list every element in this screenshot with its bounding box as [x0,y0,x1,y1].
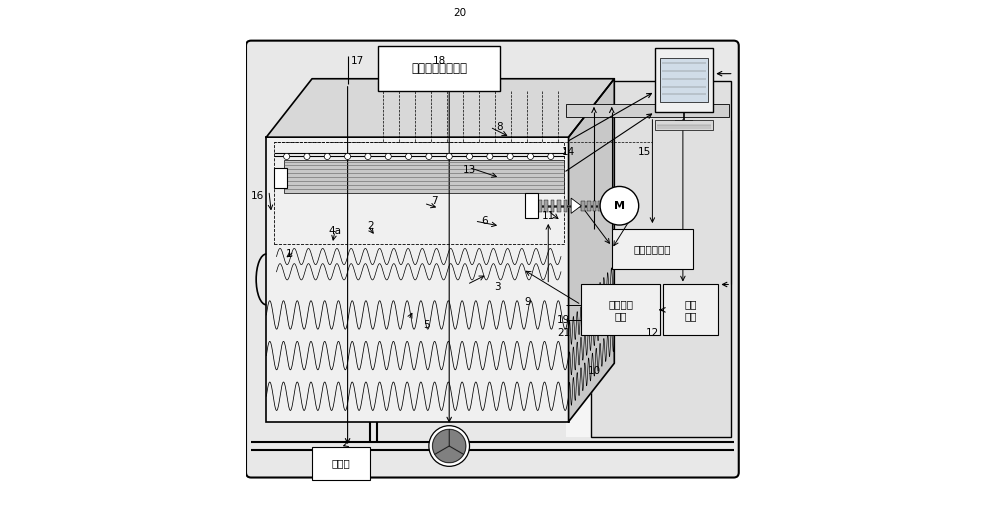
Text: 15: 15 [638,147,651,157]
Circle shape [527,153,534,160]
Circle shape [548,153,554,160]
Polygon shape [266,79,614,137]
Circle shape [304,153,310,160]
Text: 7: 7 [431,196,437,206]
Bar [551,200,554,212]
Circle shape [284,153,290,160]
FancyBboxPatch shape [246,41,739,478]
Bar [564,200,567,212]
Circle shape [345,153,351,160]
Text: 19: 19 [557,315,570,325]
Bar [538,200,542,212]
Text: 16: 16 [251,190,264,201]
Circle shape [600,186,639,225]
Bar [655,120,713,130]
Bar [557,200,561,212]
Text: 8: 8 [497,122,503,132]
Text: 5: 5 [423,320,430,330]
Bar [598,201,602,211]
Text: 超声波发生器: 超声波发生器 [634,244,671,254]
Circle shape [365,153,371,160]
Bar [604,201,608,211]
Bar [593,201,596,211]
Text: M: M [614,201,625,211]
Circle shape [446,153,452,160]
Text: 加湿器: 加湿器 [332,459,351,468]
Bar [274,168,287,188]
Polygon shape [449,429,466,454]
Text: 12: 12 [646,328,659,338]
Text: 交流
电源: 交流 电源 [684,299,697,321]
Text: 3: 3 [494,282,501,292]
Bar [525,193,538,218]
Bar [378,46,500,91]
Text: 4a: 4a [328,226,341,236]
Polygon shape [571,198,581,213]
Circle shape [324,153,330,160]
Polygon shape [433,429,449,454]
Text: 6: 6 [481,216,488,226]
Bar [581,284,660,335]
Bar [587,201,591,211]
Circle shape [426,153,432,160]
Text: 20: 20 [453,8,466,18]
Bar [655,48,713,112]
Text: 2: 2 [367,221,374,231]
Bar [612,229,693,269]
Bar [591,81,731,437]
Circle shape [507,153,513,160]
Bar [312,447,370,480]
Text: 温度控制
系统: 温度控制 系统 [608,299,633,321]
Text: 10: 10 [587,366,601,376]
Polygon shape [569,79,614,422]
Bar [566,104,729,117]
Bar [660,58,708,102]
Bar [581,201,585,211]
Text: 14: 14 [562,147,575,157]
Circle shape [385,153,391,160]
Polygon shape [435,446,464,463]
Text: 11: 11 [542,211,555,221]
Text: 1: 1 [286,249,292,259]
Bar [266,137,569,422]
Circle shape [429,426,470,466]
Text: 9: 9 [525,297,531,307]
Text: 13: 13 [463,165,476,175]
Circle shape [466,153,473,160]
Text: 冲击电流发生装置: 冲击电流发生装置 [411,62,467,75]
Bar [284,160,564,193]
Text: 21: 21 [557,328,570,338]
Circle shape [406,153,412,160]
Bar [566,81,729,437]
Text: 18: 18 [432,56,446,66]
Circle shape [487,153,493,160]
Text: 17: 17 [351,56,364,66]
Bar [663,284,718,335]
Bar [544,200,548,212]
